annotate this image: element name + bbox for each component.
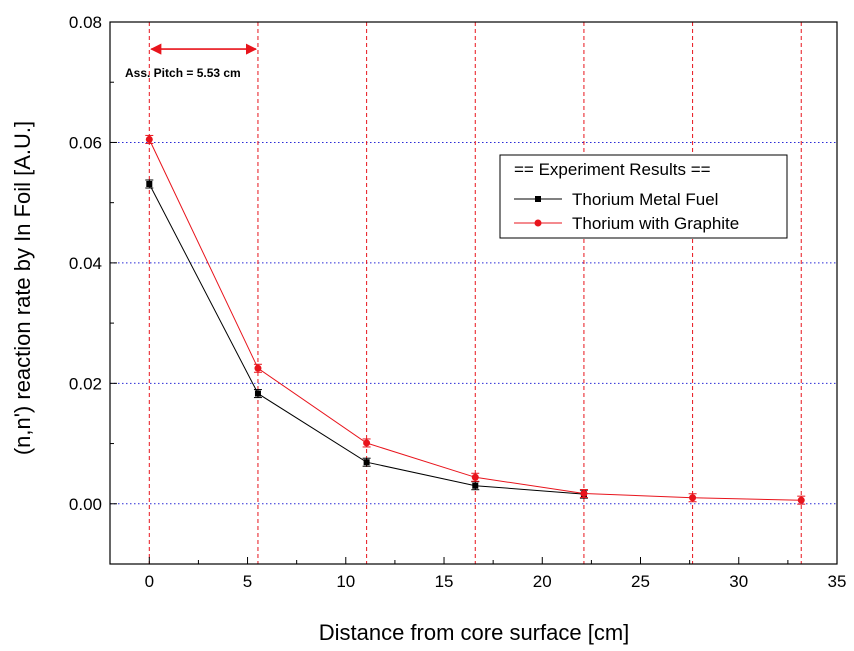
y-tick-label: 0.04 xyxy=(69,254,102,273)
data-point-1-0 xyxy=(145,135,153,143)
x-tick-label: 30 xyxy=(729,572,748,591)
legend-marker-thorium-metal xyxy=(535,196,541,202)
data-point-1-1 xyxy=(254,364,262,372)
y-axis-title: (n,n') reaction rate by In Foil [A.U.] xyxy=(10,121,35,455)
x-axis-title: Distance from core surface [cm] xyxy=(319,620,630,645)
y-tick-label: 0.00 xyxy=(69,495,102,514)
legend-marker-thorium-graphite xyxy=(534,219,542,227)
y-tick-label: 0.06 xyxy=(69,133,102,152)
plot-frame xyxy=(109,21,838,565)
x-tick-label: 15 xyxy=(435,572,454,591)
legend-box xyxy=(499,154,788,239)
x-tick-label: 10 xyxy=(336,572,355,591)
data-point-0-0 xyxy=(146,180,153,187)
x-tick-label: 35 xyxy=(828,572,847,591)
x-tick-label: 20 xyxy=(533,572,552,591)
x-tick-label: 5 xyxy=(243,572,252,591)
legend-label-thorium-metal: Thorium Metal Fuel xyxy=(572,190,718,209)
data-point-1-2 xyxy=(363,439,371,447)
series-layer xyxy=(145,134,806,505)
data-point-0-1 xyxy=(254,390,261,397)
pitch-annotation-label: Ass. Pitch = 5.53 cm xyxy=(125,66,241,80)
data-point-1-4 xyxy=(580,490,588,498)
data-point-1-3 xyxy=(471,473,479,481)
x-tick-label: 0 xyxy=(145,572,154,591)
y-tick-label: 0.02 xyxy=(69,374,102,393)
reference-lines xyxy=(110,22,837,564)
data-point-1-5 xyxy=(689,494,697,502)
legend-label-thorium-graphite: Thorium with Graphite xyxy=(572,214,739,233)
data-point-0-2 xyxy=(363,459,370,466)
pitch-annotation: Ass. Pitch = 5.53 cm xyxy=(125,43,258,80)
axis-ticks: 0 5 10 15 20 25 30 35 0.00 0.02 0.04 0.06 0.08 xyxy=(69,13,847,591)
x-tick-label: 25 xyxy=(631,572,650,591)
legend: == Experiment Results == Thorium Metal F… xyxy=(499,154,788,239)
data-point-0-3 xyxy=(472,482,479,489)
data-point-1-6 xyxy=(797,496,805,504)
legend-title: == Experiment Results == xyxy=(514,160,711,179)
y-tick-label: 0.08 xyxy=(69,13,102,32)
